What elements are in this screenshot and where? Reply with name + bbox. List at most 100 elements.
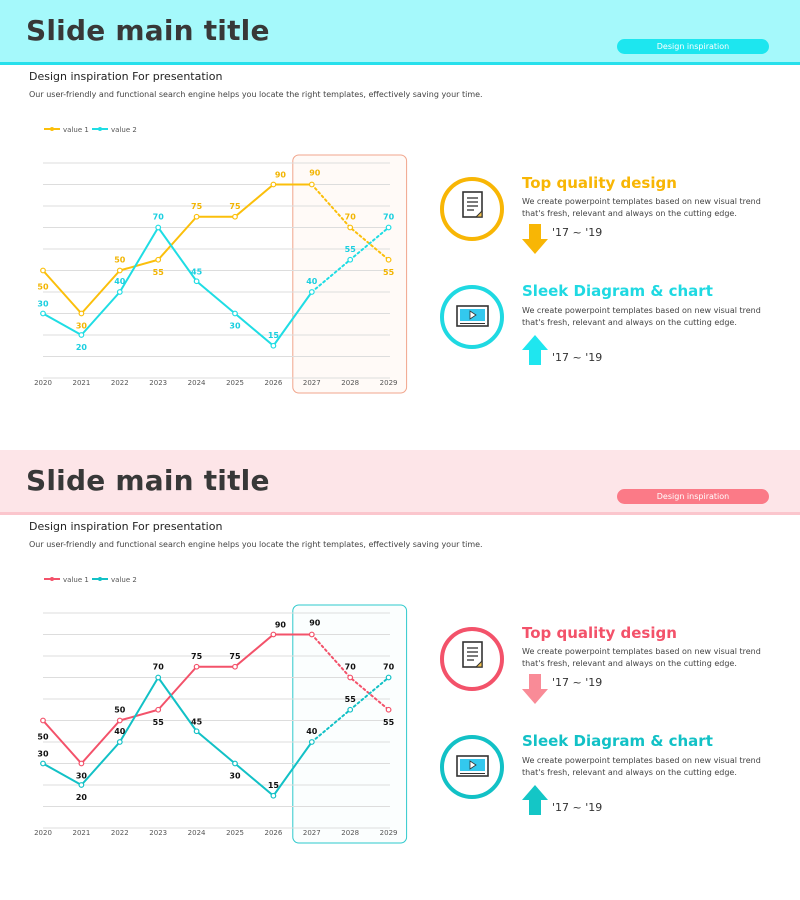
header-accent-line (0, 62, 800, 65)
data-point (40, 310, 46, 317)
series-line-2 (42, 226, 313, 347)
x-tick-label: 2024 (188, 379, 206, 387)
data-label: 30 (76, 322, 88, 331)
x-tick-label: 2022 (111, 379, 129, 387)
data-point (78, 760, 85, 767)
data-label: 40 (306, 727, 318, 736)
arrow-down-icon (522, 224, 548, 254)
legend-marker (50, 127, 54, 131)
forecast-highlight-box (292, 604, 408, 844)
data-label: 30 (76, 772, 88, 781)
video-player-icon (456, 305, 489, 327)
data-point (232, 213, 238, 220)
slide-description: Our user-friendly and functional search … (29, 540, 483, 549)
data-label: 20 (76, 343, 88, 352)
design-inspiration-pill: Design inspiration (617, 489, 769, 504)
data-point (40, 760, 46, 767)
data-label: 70 (153, 663, 165, 672)
x-tick-label: 2028 (341, 379, 359, 387)
data-label: 40 (306, 277, 318, 286)
document-icon (462, 641, 483, 668)
x-tick-label: 2023 (149, 379, 167, 387)
x-tick-label: 2021 (72, 829, 90, 837)
document-icon-circle (440, 177, 504, 241)
data-label: 55 (153, 718, 165, 727)
line-chart: value 1 value 2 50 30 50 55 75 75 90 90 70 55 30 20 40… (34, 126, 408, 394)
data-point (155, 674, 162, 681)
data-point (232, 310, 238, 317)
data-point (193, 663, 200, 670)
data-label: 30 (229, 772, 241, 781)
feature-title-top-quality: Top quality design (522, 624, 677, 642)
x-tick-label: 2021 (72, 379, 90, 387)
feature-title-sleek-diagram: Sleek Diagram & chart (522, 282, 713, 300)
legend-label: value 1 (63, 576, 89, 584)
line-chart: value 1 value 2 50 30 50 55 75 75 90 90 70 55 30 20 40… (34, 576, 408, 844)
feature-desc: We create powerpoint templates based on … (522, 197, 761, 218)
data-label: 45 (191, 717, 203, 726)
legend-label: value 2 (111, 576, 137, 584)
data-point (270, 792, 277, 799)
data-point (270, 342, 277, 349)
x-tick-label: 2028 (341, 829, 359, 837)
data-label: 20 (76, 793, 88, 802)
feature-desc: We create powerpoint templates based on … (522, 647, 761, 668)
data-point (155, 256, 162, 263)
data-point (347, 674, 354, 681)
data-label: 55 (345, 245, 357, 254)
slide-2: Slide main title Design inspiration Desi… (0, 450, 800, 900)
feature-desc: We create powerpoint templates based on … (522, 756, 761, 777)
data-label: 75 (229, 202, 241, 211)
data-label: 75 (191, 202, 203, 211)
video-player-icon (456, 755, 489, 777)
feature-title-top-quality: Top quality design (522, 174, 677, 192)
data-label: 50 (114, 256, 126, 265)
feature-date: '17 ~ '19 (552, 676, 603, 689)
arrow-down-icon (522, 674, 548, 704)
data-label: 90 (275, 171, 287, 180)
data-label: 50 (37, 283, 49, 292)
data-label: 55 (383, 718, 395, 727)
data-point (78, 310, 85, 317)
data-point (78, 782, 85, 788)
series-line-1 (42, 183, 312, 315)
data-point (40, 717, 46, 724)
x-tick-label: 2020 (34, 379, 52, 387)
data-point (308, 739, 315, 745)
data-label: 75 (229, 652, 241, 661)
series-line-1 (42, 633, 312, 765)
x-tick-label: 2026 (264, 829, 282, 837)
data-point (193, 278, 200, 285)
data-label: 90 (309, 169, 321, 178)
data-label: 90 (275, 621, 287, 630)
data-point (385, 256, 392, 263)
data-label: 45 (191, 267, 203, 276)
data-point (116, 739, 123, 745)
legend-marker (98, 577, 102, 581)
x-tick-label: 2029 (380, 829, 398, 837)
document-icon (462, 191, 483, 218)
data-label: 70 (383, 213, 395, 222)
data-label: 15 (268, 781, 280, 790)
x-tick-label: 2026 (264, 379, 282, 387)
slide-subtitle: Design inspiration For presentation (29, 70, 223, 83)
feature-date: '17 ~ '19 (552, 226, 603, 239)
data-point (385, 674, 392, 681)
x-tick-label: 2025 (226, 379, 244, 387)
data-point (385, 224, 392, 231)
design-inspiration-pill: Design inspiration (617, 39, 769, 54)
data-point (193, 728, 200, 735)
data-label: 55 (345, 695, 357, 704)
data-label: 50 (114, 706, 126, 715)
x-tick-label: 2029 (380, 379, 398, 387)
data-point (308, 181, 315, 188)
data-label: 50 (37, 733, 49, 742)
data-label: 40 (114, 727, 126, 736)
data-point (155, 224, 162, 231)
data-label: 55 (153, 268, 165, 277)
data-label: 55 (383, 268, 395, 277)
data-point (232, 760, 238, 767)
data-point (193, 213, 200, 220)
data-point (155, 706, 162, 713)
data-point (308, 631, 315, 638)
